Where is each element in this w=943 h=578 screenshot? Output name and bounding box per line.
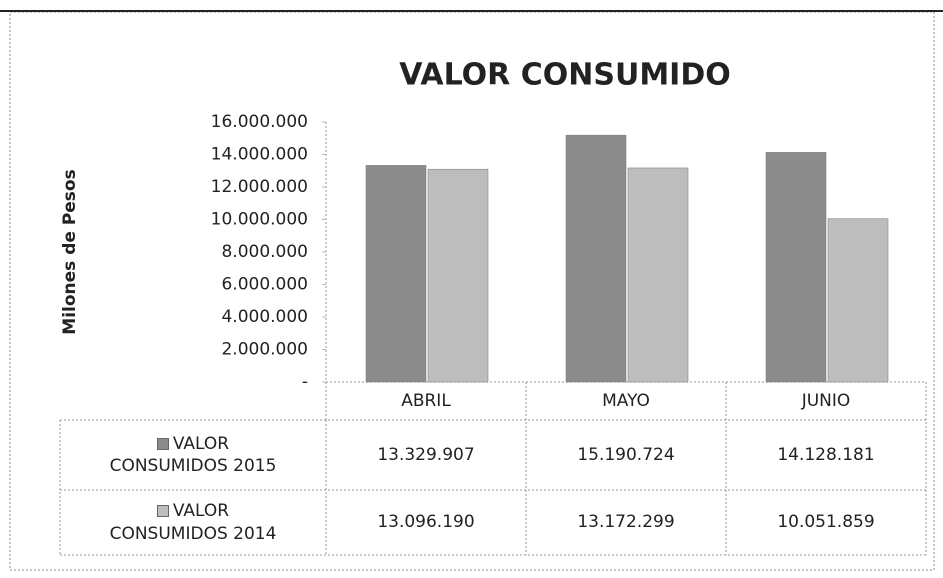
category-label-text: JUNIO: [801, 390, 851, 411]
bar: [827, 218, 889, 383]
bar: [427, 168, 489, 383]
y-tick-label: 4.000.000: [221, 307, 308, 327]
data-label: 15.190.724: [526, 420, 726, 490]
y-tick-label: 14.000.000: [211, 145, 308, 165]
category-label: ABRIL: [326, 382, 526, 420]
data-label-text: 14.128.181: [777, 444, 875, 465]
y-tick-label: 8.000.000: [221, 242, 308, 262]
data-label-text: 13.172.299: [577, 512, 675, 533]
bar: [565, 134, 627, 383]
y-axis-label: Milones de Pesos: [60, 169, 80, 334]
y-tick-label: 16.000.000: [211, 112, 308, 132]
data-label: 14.128.181: [726, 420, 926, 490]
legend-item: VALOR CONSUMIDOS 2014: [98, 500, 288, 544]
category-label-text: MAYO: [602, 390, 650, 411]
data-label: 13.096.190: [326, 490, 526, 555]
bar: [627, 167, 689, 383]
data-label-text: 13.329.907: [377, 444, 475, 465]
chart-title: VALOR CONSUMIDO: [399, 58, 731, 93]
data-label-text: 13.096.190: [377, 512, 475, 533]
legend-item: VALOR CONSUMIDOS 2015: [98, 433, 288, 477]
data-label-text: 15.190.724: [577, 444, 675, 465]
data-label-text: 10.051.859: [777, 512, 875, 533]
y-tick-label: 6.000.000: [221, 275, 308, 295]
category-label: JUNIO: [726, 382, 926, 420]
bar: [765, 152, 827, 383]
bar: [365, 165, 427, 383]
y-tick-label: 2.000.000: [221, 340, 308, 360]
data-label: 10.051.859: [726, 490, 926, 555]
data-label: 13.172.299: [526, 490, 726, 555]
legend-swatch: [156, 437, 169, 450]
legend-entry: VALOR CONSUMIDOS 2015: [62, 420, 324, 490]
y-tick-label: 10.000.000: [211, 210, 308, 230]
y-tick-label: -: [302, 372, 308, 392]
legend-label: VALOR CONSUMIDOS 2015: [109, 433, 277, 476]
category-label: MAYO: [526, 382, 726, 420]
category-label-text: ABRIL: [401, 390, 451, 411]
legend-label: VALOR CONSUMIDOS 2014: [109, 501, 277, 544]
y-tick-label: 12.000.000: [211, 177, 308, 197]
legend-swatch: [156, 505, 169, 518]
data-label: 13.329.907: [326, 420, 526, 490]
legend-entry: VALOR CONSUMIDOS 2014: [62, 490, 324, 555]
